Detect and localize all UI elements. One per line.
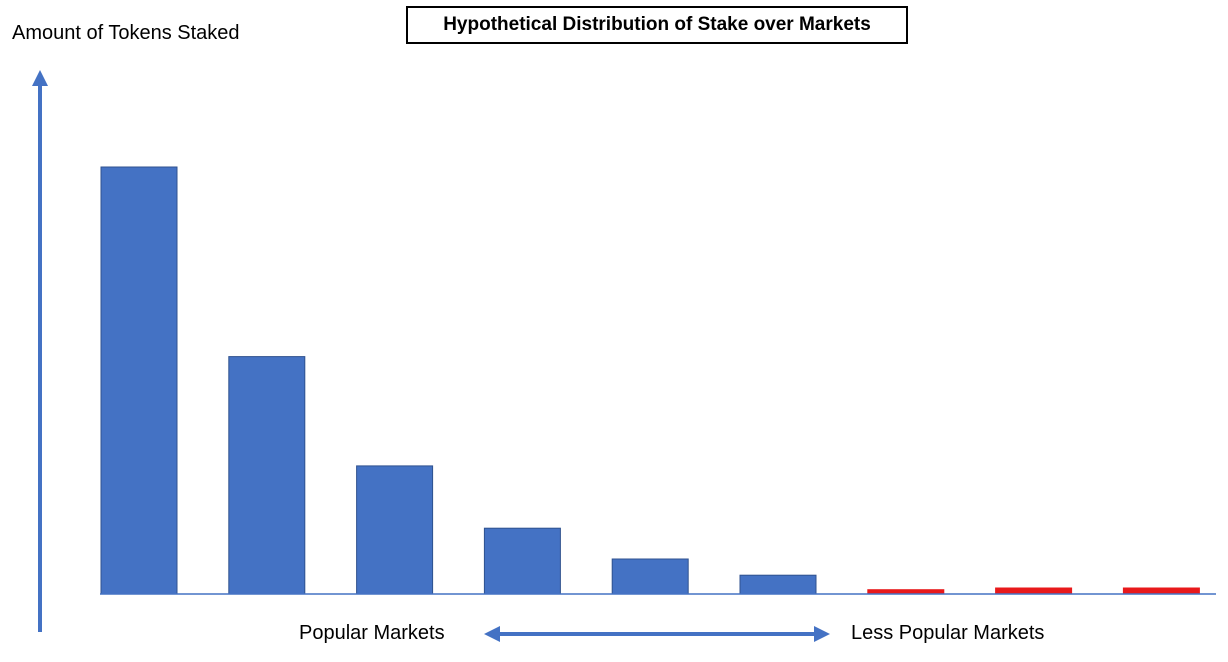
bar-2 [228,356,306,595]
bar-6 [739,574,817,595]
chart-title-box: Hypothetical Distribution of Stake over … [406,6,908,44]
chart-title: Hypothetical Distribution of Stake over … [443,14,871,35]
bar-8 [995,587,1073,595]
bars-group [100,166,1200,595]
bar-5 [611,558,689,595]
x-axis-label-right: Less Popular Markets [851,622,1045,644]
bar-9 [1122,587,1200,595]
bar-4 [483,527,561,595]
bar-3 [356,465,434,595]
x-axis-label-left: Popular Markets [299,622,445,644]
y-axis-label: Amount of Tokens Staked [12,22,240,44]
bar-1 [100,166,178,595]
